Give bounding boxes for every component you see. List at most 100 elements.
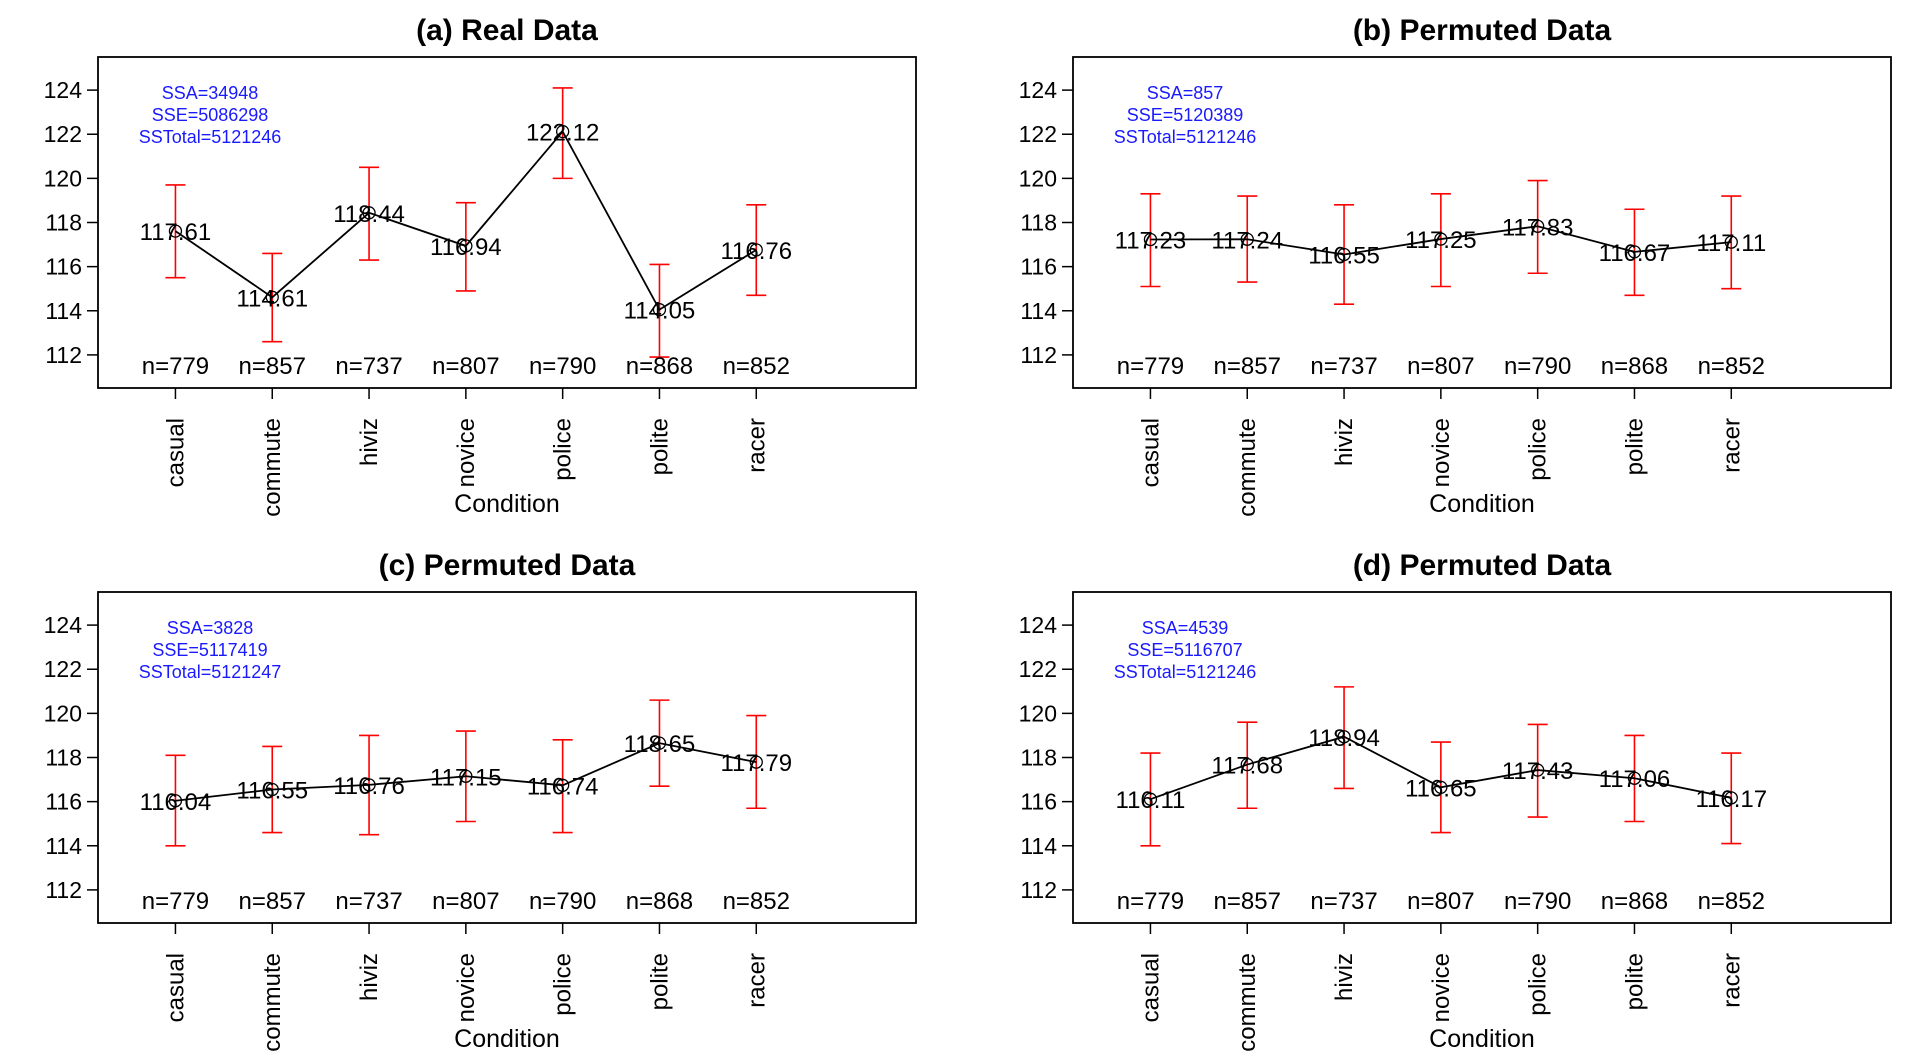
- y-tick-label: 118: [45, 210, 82, 236]
- x-tick-label-hiviz: hiviz: [1331, 418, 1358, 466]
- x-tick-label-commute: commute: [1234, 953, 1261, 1052]
- stats-line-3: SSTotal=5121246: [1114, 127, 1257, 147]
- x-tick-label-hiviz: hiviz: [356, 953, 383, 1001]
- x-tick-label-casual: casual: [162, 953, 189, 1022]
- chart-title: (b) Permuted Data: [1353, 14, 1612, 47]
- error-bar-racer: [1721, 752, 1742, 845]
- n-label-polite: n=868: [626, 888, 693, 915]
- mean-label-novice: 117.15: [430, 764, 502, 791]
- data-point-novice: [459, 769, 473, 783]
- mean-label-police: 117.43: [1502, 758, 1574, 785]
- y-tick-label: 118: [1020, 210, 1057, 236]
- x-tick-label-police: police: [550, 953, 577, 1016]
- mean-label-commute: 114.61: [236, 285, 308, 312]
- n-label-police: n=790: [1504, 353, 1571, 380]
- n-label-racer: n=852: [723, 888, 790, 915]
- x-tick-label-casual: casual: [162, 418, 189, 487]
- data-point-police: [556, 778, 570, 792]
- stats-line-3: SSTotal=5121247: [139, 662, 282, 682]
- n-label-hiviz: n=737: [1310, 353, 1377, 380]
- data-point-polite: [652, 303, 667, 317]
- y-tick-label: 116: [45, 789, 82, 815]
- data-point-commute: [1240, 757, 1254, 772]
- mean-label-polite: 114.05: [624, 298, 696, 325]
- data-point-police: [1531, 763, 1545, 777]
- x-axis-label: Condition: [454, 490, 560, 518]
- data-point-casual: [168, 224, 183, 238]
- mean-line: [175, 742, 757, 802]
- data-point-polite: [1627, 245, 1642, 259]
- y-tick-label: 120: [44, 700, 82, 726]
- x-tick-label-racer: racer: [743, 418, 770, 473]
- n-label-casual: n=779: [142, 353, 209, 380]
- chart-title: (d) Permuted Data: [1353, 549, 1612, 582]
- mean-label-hiviz: 116.76: [333, 773, 405, 800]
- x-tick-label-casual: casual: [1137, 418, 1164, 487]
- mean-label-casual: 116.04: [140, 789, 212, 816]
- data-point-racer: [1724, 235, 1738, 249]
- x-tick-label-polite: polite: [646, 953, 673, 1010]
- n-label-commute: n=857: [239, 353, 306, 380]
- y-tick-label: 118: [1020, 745, 1057, 771]
- data-point-commute: [265, 290, 279, 304]
- n-label-hiviz: n=737: [1310, 888, 1377, 915]
- y-tick-label: 124: [1019, 77, 1058, 103]
- x-tick-label-casual: casual: [1137, 953, 1164, 1022]
- x-tick-label-novice: novice: [453, 953, 480, 1022]
- mean-label-casual: 116.11: [1116, 787, 1186, 814]
- stats-line-2: SSE=5117419: [152, 640, 267, 660]
- y-tick-label: 114: [45, 833, 82, 859]
- n-label-casual: n=779: [1117, 888, 1184, 915]
- n-label-polite: n=868: [1601, 888, 1668, 915]
- stats-line-1: SSA=857: [1147, 83, 1224, 103]
- n-label-police: n=790: [529, 353, 596, 380]
- y-tick-label: 124: [44, 77, 83, 103]
- n-label-casual: n=779: [142, 888, 209, 915]
- x-tick-label-polite: polite: [1621, 418, 1648, 475]
- data-point-casual: [168, 794, 183, 808]
- n-label-novice: n=807: [432, 353, 499, 380]
- error-bar-polite: [649, 263, 670, 358]
- data-point-novice: [459, 239, 473, 253]
- mean-label-commute: 116.55: [236, 777, 308, 804]
- y-tick-label: 112: [45, 342, 82, 368]
- stats-line-1: SSA=4539: [1142, 618, 1229, 638]
- n-label-commute: n=857: [1214, 888, 1281, 915]
- data-point-hiviz: [362, 778, 376, 792]
- n-label-racer: n=852: [723, 353, 790, 380]
- x-tick-label-police: police: [550, 418, 577, 481]
- y-tick-label: 116: [45, 254, 82, 280]
- chart-panel-1: (a) Real Data 112 114 116 118 120 122 124 casual…: [44, 14, 917, 518]
- stats-line-1: SSA=3828: [167, 618, 254, 638]
- mean-label-hiviz: 116.55: [1308, 242, 1380, 269]
- mean-label-commute: 117.68: [1211, 753, 1283, 780]
- n-label-racer: n=852: [1698, 353, 1765, 380]
- data-point-hiviz: [362, 206, 376, 220]
- x-tick-label-racer: racer: [1718, 418, 1745, 473]
- mean-label-racer: 116.76: [720, 238, 792, 265]
- y-tick-label: 122: [44, 656, 82, 682]
- x-tick-label-polite: polite: [646, 418, 673, 475]
- y-tick-label: 120: [1019, 700, 1057, 726]
- data-point-casual: [1143, 232, 1158, 247]
- chart-panel-3: (c) Permuted Data 112 114 116 118 120 122 124 ca…: [44, 549, 917, 1053]
- mean-label-police: 117.83: [1502, 214, 1574, 241]
- n-label-commute: n=857: [239, 888, 306, 915]
- data-point-casual: [1143, 792, 1158, 806]
- x-tick-label-polite: polite: [1621, 953, 1648, 1010]
- mean-label-polite: 116.67: [1599, 240, 1671, 267]
- chart-title: (c) Permuted Data: [379, 549, 636, 582]
- y-tick-label: 122: [44, 121, 82, 147]
- mean-label-racer: 116.17: [1695, 786, 1767, 813]
- mean-label-hiviz: 118.94: [1308, 725, 1380, 752]
- data-point-racer: [1724, 791, 1738, 805]
- x-tick-label-novice: novice: [453, 418, 480, 487]
- chart-panel-2: (b) Permuted Data 112 114 116 118 120 122 124 ca…: [1019, 14, 1892, 518]
- mean-label-racer: 117.79: [720, 750, 792, 777]
- mean-label-casual: 117.23: [1115, 227, 1187, 254]
- n-label-novice: n=807: [1407, 888, 1474, 915]
- x-tick-label-police: police: [1525, 418, 1552, 481]
- mean-label-novice: 116.94: [430, 234, 502, 261]
- stats-line-1: SSA=34948: [162, 83, 259, 103]
- data-point-hiviz: [1337, 247, 1351, 262]
